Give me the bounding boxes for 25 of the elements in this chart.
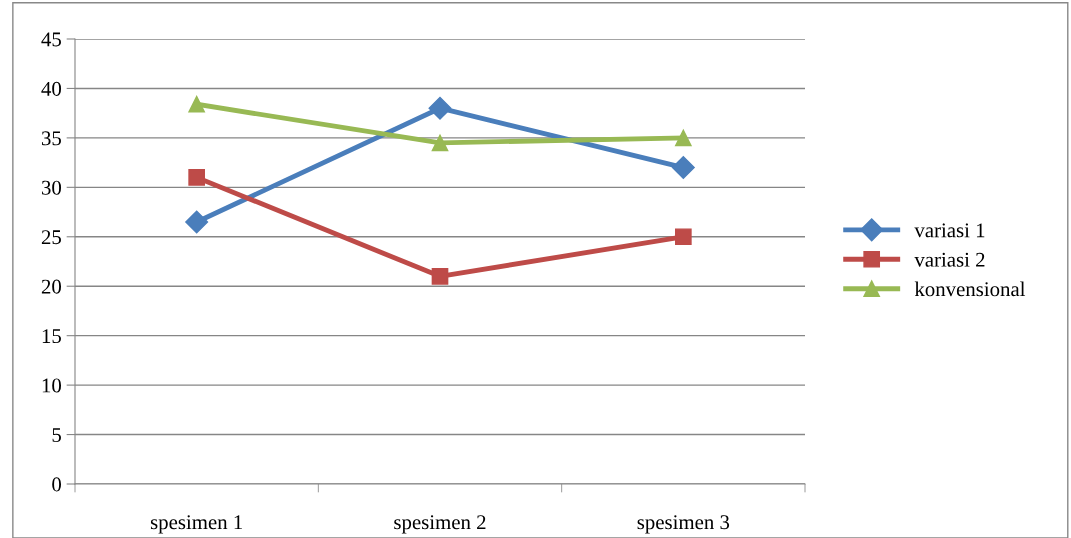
point bbox=[188, 169, 206, 186]
y-tick-label: 10 bbox=[42, 378, 62, 393]
point bbox=[674, 129, 692, 147]
point bbox=[671, 156, 695, 180]
x-tick-label: spesimen 1 bbox=[150, 515, 242, 534]
point bbox=[185, 210, 209, 234]
x-tick-label: spesimen 2 bbox=[394, 515, 486, 534]
y-tick-label: 20 bbox=[41, 279, 62, 294]
y-tick-label: 25 bbox=[41, 230, 61, 245]
x-tick-label: spesimen 3 bbox=[637, 515, 730, 534]
legend-label: konvensional bbox=[914, 281, 1026, 297]
point bbox=[431, 134, 449, 152]
y-tick-label: 15 bbox=[42, 329, 61, 344]
legend-label: variasi 1 bbox=[914, 223, 985, 238]
point bbox=[188, 95, 206, 113]
point bbox=[674, 228, 692, 246]
y-tick-label: 30 bbox=[41, 180, 62, 195]
y-tick-label: 40 bbox=[41, 81, 62, 96]
y-tick-label: 45 bbox=[41, 32, 61, 47]
point bbox=[428, 96, 452, 120]
legend-label: variasi 2 bbox=[914, 252, 985, 267]
y-tick-label: 0 bbox=[52, 477, 62, 492]
y-tick-label: 5 bbox=[52, 428, 61, 442]
point bbox=[431, 267, 449, 285]
y-tick-label: 35 bbox=[41, 131, 61, 146]
